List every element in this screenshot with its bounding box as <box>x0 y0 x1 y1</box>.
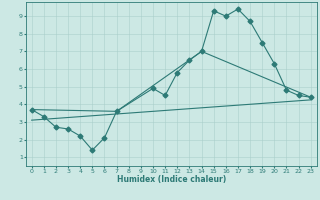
X-axis label: Humidex (Indice chaleur): Humidex (Indice chaleur) <box>116 175 226 184</box>
